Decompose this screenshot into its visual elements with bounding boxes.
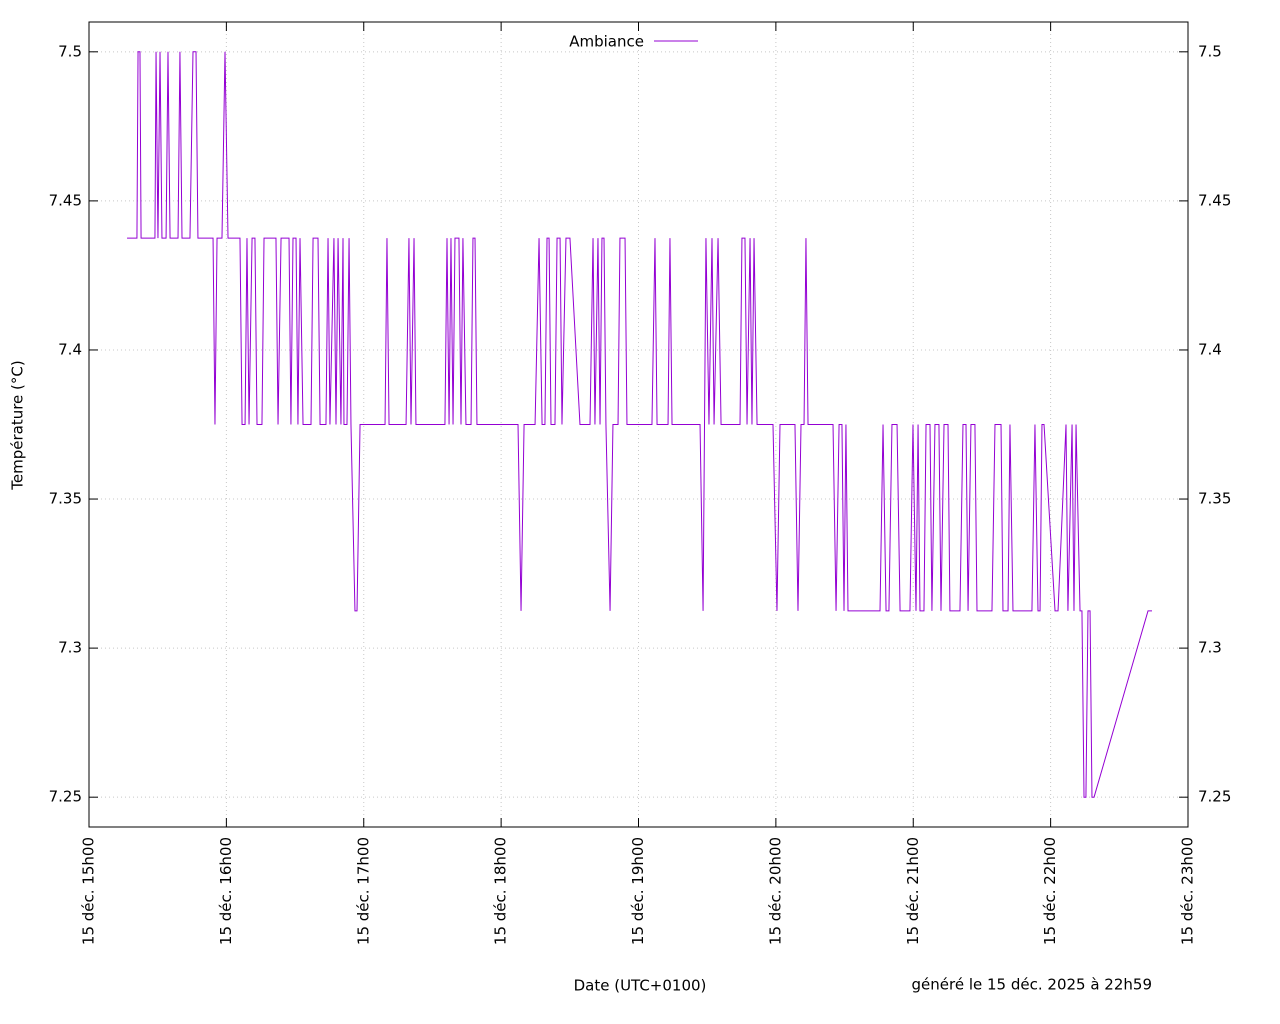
y2-tick-label: 7.45 (1198, 191, 1231, 209)
y-tick-label: 7.3 (58, 639, 82, 657)
legend-label: Ambiance (569, 33, 644, 51)
x-tick-label: 15 déc. 22h00 (1041, 837, 1059, 945)
plot-frame (88, 21, 1189, 828)
y-axis-label: Température (°C) (9, 360, 27, 490)
y2-tick-label: 7.4 (1198, 340, 1222, 358)
footnote: généré le 15 déc. 2025 à 22h59 (912, 976, 1152, 994)
data-line (127, 51, 1153, 798)
x-tick-label: 15 déc. 16h00 (217, 837, 235, 945)
x-tick-label: 15 déc. 19h00 (629, 837, 647, 945)
x-tick-label: 15 déc. 20h00 (766, 837, 784, 945)
y-tick-label: 7.4 (58, 340, 82, 358)
x-tick-label: 15 déc. 23h00 (1179, 837, 1197, 945)
x-tick-label: 15 déc. 15h00 (80, 837, 98, 945)
x-tick-label: 15 déc. 17h00 (354, 837, 372, 945)
x-tick-label: 15 déc. 18h00 (492, 837, 510, 945)
y-tick-label: 7.45 (49, 191, 82, 209)
y-tick-label: 7.35 (49, 490, 82, 508)
x-axis-label: Date (UTC+0100) (574, 977, 707, 995)
y-tick-label: 7.5 (58, 42, 82, 60)
y2-tick-label: 7.35 (1198, 490, 1231, 508)
x-tick-label: 15 déc. 21h00 (904, 837, 922, 945)
y2-tick-label: 7.3 (1198, 639, 1222, 657)
y2-tick-label: 7.5 (1198, 42, 1222, 60)
y-tick-label: 7.25 (49, 788, 82, 806)
y2-tick-label: 7.25 (1198, 788, 1231, 806)
